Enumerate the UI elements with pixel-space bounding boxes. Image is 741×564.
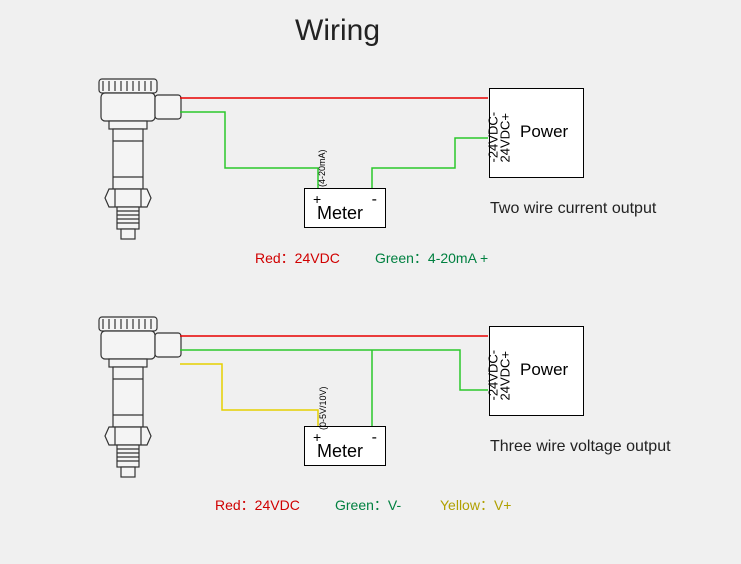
caption-2: Three wire voltage output (490, 438, 671, 456)
meter2-input-label: (0-5V/10V) (318, 380, 328, 430)
legend1-green: Green：4-20mA + (375, 248, 488, 268)
page-title: Wiring (295, 14, 380, 48)
meter1-label: Meter (317, 203, 363, 224)
meter2-label: Meter (317, 441, 363, 462)
legend2-red: Red：24VDC (215, 495, 300, 515)
sensor-diagram-2 (95, 315, 195, 505)
power1-bottom-terminal: -24VDC- (486, 103, 501, 163)
power2-label: Power (520, 360, 568, 380)
power2-bottom-terminal: -24VDC- (486, 341, 501, 401)
meter1-input-label: (4-20mA) (317, 147, 327, 187)
sensor-diagram-1 (95, 77, 195, 267)
legend2-yellow: Yellow：V+ (440, 495, 511, 515)
sensor-icon (95, 315, 195, 500)
legend2-green: Green：V- (335, 495, 401, 515)
meter-box-2: + - Meter (304, 426, 386, 466)
power1-label: Power (520, 122, 568, 142)
meter2-minus: - (372, 429, 377, 447)
sensor-icon (95, 77, 195, 262)
meter-box-1: + - Meter (304, 188, 386, 228)
legend1-red: Red：24VDC (255, 248, 340, 268)
meter1-minus: - (372, 191, 377, 209)
caption-1: Two wire current output (490, 200, 656, 218)
